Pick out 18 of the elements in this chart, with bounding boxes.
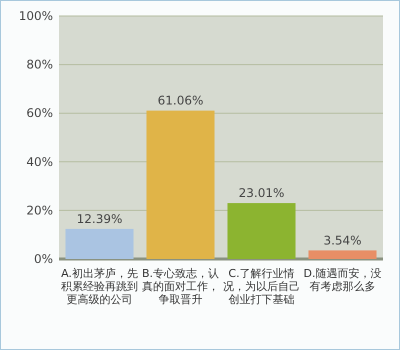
x-tick-label: C.了解行业情况，为以后自己创业打下基础 — [222, 267, 301, 306]
bar — [227, 203, 296, 259]
bar — [65, 228, 134, 259]
y-tick-label: 80% — [26, 58, 53, 72]
data-label: 23.01% — [238, 186, 284, 200]
data-label: 61.06% — [158, 94, 204, 108]
y-tick-label: 40% — [26, 154, 53, 169]
data-label: 12.39% — [76, 212, 122, 226]
y-tick-label: 20% — [26, 203, 53, 218]
bar — [146, 110, 215, 259]
x-tick-label: B.专心致志，认真的面对工作，争取晋升 — [140, 267, 220, 306]
x-tick-label: D.随遇而安，没有考虑那么多 — [302, 267, 382, 293]
y-tick-label: 0% — [34, 252, 53, 266]
x-tick-label: A.初出茅庐，先积累经验再跳到更高级的公司 — [60, 267, 139, 306]
bar — [308, 250, 377, 259]
y-tick-label: 100% — [18, 9, 53, 23]
y-tick-label: 60% — [26, 106, 53, 120]
data-label: 3.54% — [323, 233, 362, 248]
